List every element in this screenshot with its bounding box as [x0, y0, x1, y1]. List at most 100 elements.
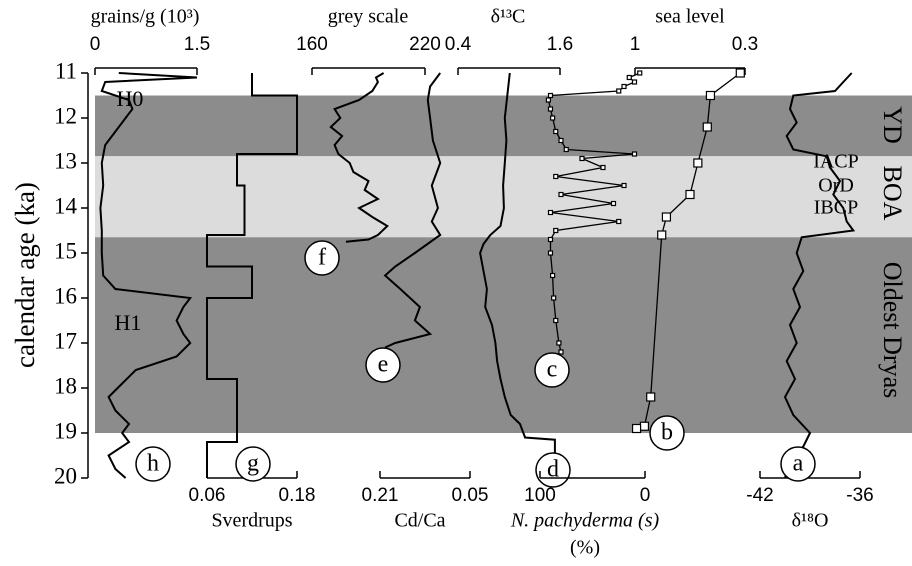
panel-letter: e: [378, 352, 389, 378]
data-point: [693, 158, 703, 168]
data-point: [545, 97, 552, 103]
climate-band: [95, 95, 912, 157]
x-axis-label: grains/g (10³): [91, 6, 200, 28]
data-point: [626, 74, 632, 81]
x-axis-label: Cd/Ca: [394, 510, 445, 532]
y-tick-label: 11: [55, 58, 77, 83]
annotation: OrD: [818, 175, 854, 197]
data-point: [547, 106, 554, 112]
data-point: [621, 83, 627, 90]
data-point: [621, 182, 627, 189]
data-point: [657, 230, 667, 240]
data-point: [685, 189, 695, 200]
x-tick-label: 0: [640, 485, 651, 506]
data-point: [553, 317, 559, 324]
series-line: [479, 72, 556, 478]
panel-letter: a: [793, 451, 804, 477]
x-tick-label: -36: [846, 485, 873, 506]
data-point: [631, 423, 642, 434]
annotation: H1: [115, 310, 142, 335]
x-tick-label: 0.21: [362, 485, 399, 506]
panel-letter-circle: [135, 446, 171, 482]
annotation: Oldest Dryas: [878, 262, 907, 398]
x-tick-label: 0.4: [445, 34, 472, 55]
data-point: [553, 173, 559, 180]
x-tick-label: 0.3: [732, 34, 758, 55]
panel-letter-circle: [235, 446, 271, 482]
panel-letter: c: [547, 357, 558, 383]
panel-letter-circle: [365, 347, 401, 383]
x-axis-label: grey scale: [328, 6, 409, 28]
x-tick-label: 1: [630, 34, 641, 55]
data-point: [549, 115, 556, 121]
annotation: H0: [117, 86, 144, 111]
data-point: [547, 92, 554, 99]
x-axis-label: δ¹⁸O: [792, 510, 829, 532]
data-point: [556, 340, 562, 346]
data-point: [547, 250, 554, 256]
data-point: [563, 146, 569, 153]
panel-letter-circle: [304, 240, 340, 276]
data-point: [600, 164, 606, 171]
y-tick-label: 16: [54, 283, 77, 308]
x-axis-unit: (%): [570, 537, 600, 559]
data-point: [661, 212, 672, 222]
data-point: [558, 349, 564, 355]
x-axis-label: δ¹³C: [491, 6, 526, 28]
data-point: [553, 227, 559, 234]
x-tick-label: 1.6: [547, 34, 573, 55]
series-line: [99, 72, 198, 479]
panel-letter-circle: [649, 415, 685, 451]
x-tick-label: 100: [524, 485, 556, 506]
x-axis-label: sea level: [655, 6, 725, 28]
panel-letter: h: [147, 451, 159, 477]
y-tick-label: 17: [54, 328, 77, 353]
annotation: YD: [878, 106, 907, 144]
data-point: [639, 421, 650, 431]
series-line: [329, 72, 389, 243]
data-point: [646, 392, 656, 402]
series-line: [206, 73, 298, 478]
data-point: [735, 68, 745, 78]
y-tick-label: 15: [54, 238, 77, 263]
y-tick-label: 13: [54, 148, 77, 173]
x-tick-label: 0.05: [452, 485, 489, 506]
x-tick-label: 0.06: [189, 485, 226, 506]
annotation: BOA: [878, 166, 907, 221]
data-point: [558, 137, 564, 144]
x-tick-label: 1.5: [184, 34, 210, 55]
y-tick-label: 18: [54, 373, 77, 398]
series-line: [383, 72, 442, 349]
x-tick-label: 160: [296, 34, 328, 55]
x-tick-label: -42: [746, 485, 773, 506]
x-tick-label: 220: [409, 34, 441, 55]
data-point: [705, 90, 716, 101]
y-axis-label: calendar age (ka): [10, 182, 40, 368]
y-tick-label: 14: [54, 193, 78, 218]
data-point: [579, 155, 585, 162]
x-axis-label: N. pachyderma (s): [510, 510, 660, 532]
data-point: [549, 272, 556, 279]
data-point: [553, 128, 559, 135]
panel-letter: d: [547, 457, 559, 483]
data-point: [637, 70, 643, 76]
panel-letter: b: [661, 420, 673, 446]
climate-band: [95, 237, 912, 433]
y-tick-label: 20: [54, 463, 77, 488]
data-point: [610, 200, 617, 207]
y-tick-label: 12: [54, 103, 77, 128]
series-line: [636, 72, 741, 430]
x-axis-label: Sverdrups: [211, 510, 292, 532]
data-point: [551, 295, 557, 301]
data-point: [547, 209, 554, 216]
data-point: [702, 122, 712, 132]
annotation: IBCP: [814, 197, 858, 219]
annotation: IACP: [813, 151, 859, 173]
data-point: [631, 79, 638, 85]
panel-letter: f: [318, 245, 326, 271]
panel-letter-circle: [780, 446, 816, 482]
panel-letter: g: [247, 451, 259, 477]
y-tick-label: 19: [54, 418, 77, 443]
data-point: [616, 218, 622, 225]
